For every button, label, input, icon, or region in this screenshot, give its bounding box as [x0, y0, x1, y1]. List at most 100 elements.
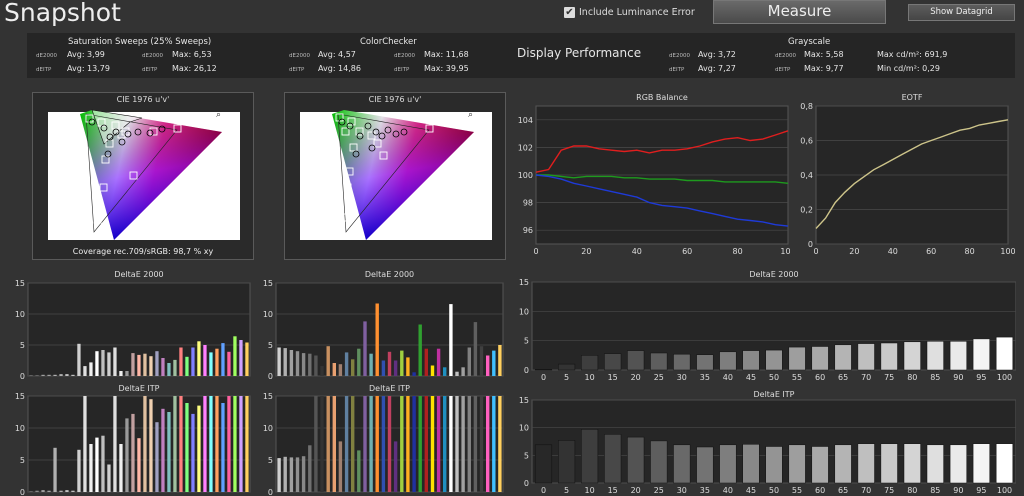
y-tick-label: 10: [15, 310, 25, 319]
chart-title: RGB Balance: [636, 93, 688, 102]
bar: [185, 403, 189, 492]
measure-button[interactable]: Measure: [713, 0, 886, 24]
bar: [742, 444, 760, 484]
x-tick-label: 70: [861, 486, 871, 495]
grayscale-de-max: Max: 5,58: [804, 50, 844, 59]
include-luminance-error-checkbox[interactable]: ✔ Include Luminance Error: [564, 7, 695, 18]
x-tick-label: 80: [965, 247, 975, 256]
cie-diagram-left[interactable]: CIE 1976 u'v' ⌕ Coverage rec.709/sRGB: 9…: [32, 92, 254, 260]
cie-diagram-right[interactable]: CIE 1976 u'v' ⌕: [284, 92, 506, 260]
chart-title: DeltaE 2000: [749, 270, 798, 279]
bar: [972, 443, 990, 484]
x-tick-label: 55: [792, 486, 802, 495]
y-tick-label: 0,8: [800, 102, 813, 111]
eotf-chart: EOTF 0 0,2 0,4 0,6 0,8 0 20 40 60 80 100: [790, 92, 1015, 262]
bar: [173, 359, 177, 376]
x-tick-label: 35: [700, 486, 710, 495]
bar: [167, 412, 171, 492]
bar: [71, 374, 75, 376]
chart-title: DeltaE ITP: [118, 384, 159, 393]
bar: [811, 446, 829, 484]
y-tick-label: 5: [20, 456, 25, 465]
include-luminance-error-label: Include Luminance Error: [579, 7, 695, 18]
show-datagrid-button[interactable]: Show Datagrid: [908, 4, 1015, 21]
bar: [215, 396, 219, 492]
bar: [627, 350, 645, 371]
y-tick-label: 102: [518, 143, 533, 152]
saturation-itp-chart: DeltaE ITP 0 5 10 15: [0, 382, 255, 496]
bar: [479, 396, 484, 492]
bar: [89, 362, 93, 376]
bar: [387, 351, 392, 376]
bar: [406, 357, 410, 376]
bar: [314, 355, 318, 376]
bar: [926, 341, 944, 371]
magnify-icon[interactable]: ⌕: [468, 110, 473, 120]
bar: [29, 375, 33, 376]
bar: [161, 408, 165, 492]
bar: [400, 350, 404, 376]
bar: [369, 396, 373, 492]
y-tick-label: 0: [20, 372, 25, 381]
bar: [179, 396, 183, 492]
bar: [191, 347, 195, 376]
bar: [301, 456, 306, 492]
x-tick-label: 90: [953, 486, 963, 495]
x-tick-label: 70: [861, 373, 871, 382]
bar: [47, 374, 51, 376]
bar: [418, 396, 422, 492]
x-tick-label: 0: [813, 247, 818, 256]
bar: [239, 396, 243, 492]
bar: [357, 348, 361, 376]
bar: [351, 396, 355, 492]
x-tick-label: 75: [884, 486, 894, 495]
x-tick-label: 90: [953, 373, 963, 382]
bar: [41, 374, 45, 376]
bar: [492, 350, 496, 376]
bar: [412, 396, 416, 492]
bar: [995, 336, 1014, 371]
x-tick-label: 50: [769, 486, 779, 495]
x-tick-label: 20: [631, 486, 641, 495]
bar: [221, 343, 225, 376]
bar: [35, 490, 39, 492]
magnify-icon[interactable]: ⌕: [216, 110, 221, 120]
bar: [949, 341, 967, 371]
x-tick-label: 35: [700, 373, 710, 382]
bar: [197, 405, 201, 492]
bar: [277, 347, 281, 376]
grayscale-itp-max: Max: 9,77: [804, 64, 844, 73]
x-tick-label: 80: [907, 373, 917, 382]
bar: [131, 353, 135, 376]
tag-deitp: dEITP: [394, 67, 410, 73]
x-tick-label: 25: [654, 486, 664, 495]
bar: [492, 396, 496, 492]
cie-right-title: CIE 1976 u'v': [369, 95, 422, 104]
bar: [191, 413, 195, 492]
bar: [443, 367, 447, 376]
tag-deitp: dEITP: [36, 67, 52, 73]
bar: [406, 396, 410, 492]
bar: [498, 345, 502, 376]
saturation-de-avg: Avg: 3,99: [67, 50, 105, 59]
y-tick-label: 96: [523, 226, 533, 235]
y-tick-label: 15: [15, 279, 25, 288]
bar: [53, 374, 57, 376]
y-tick-label: 15: [519, 278, 529, 287]
coverage-label: Coverage rec.709/sRGB: 98,7 % xy: [73, 247, 214, 256]
y-tick-label: 100: [518, 171, 533, 180]
bar: [326, 396, 330, 492]
bar: [393, 441, 398, 492]
bar: [149, 356, 153, 376]
x-tick-label: 85: [930, 486, 940, 495]
y-tick-label: 0: [268, 372, 273, 381]
bar: [295, 457, 300, 492]
bar: [467, 396, 471, 492]
bar: [215, 348, 219, 376]
grayscale-title: Grayscale: [788, 37, 831, 47]
chart-title: DeltaE ITP: [753, 390, 794, 399]
x-tick-label: 0: [533, 247, 538, 256]
bar: [903, 443, 921, 484]
x-tick-label: 0: [541, 373, 546, 382]
tag-deitp: dEITP: [289, 67, 305, 73]
